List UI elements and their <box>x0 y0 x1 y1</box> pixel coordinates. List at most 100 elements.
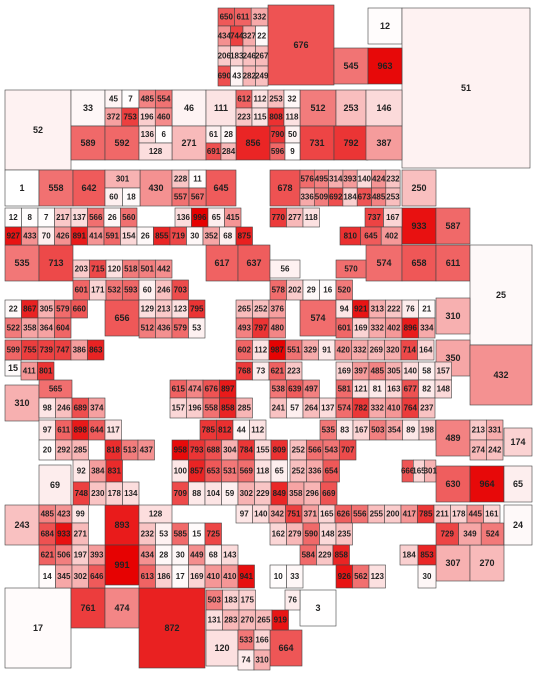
cell <box>368 564 386 589</box>
cell-value: 246 <box>243 52 257 61</box>
cell-value: 9 <box>290 147 295 156</box>
cell-value: 94 <box>340 305 349 314</box>
cell-value: 349 <box>463 530 477 539</box>
cell-value: 556 <box>353 510 367 519</box>
cell-value: 58 <box>422 367 431 376</box>
cell-value: 535 <box>14 258 29 268</box>
cell-value: 246 <box>57 404 71 413</box>
cell <box>435 207 471 245</box>
cell-value: 725 <box>207 530 221 539</box>
cell-value: 329 <box>304 346 318 355</box>
cell-value: 792 <box>343 138 358 148</box>
cell-value: 411 <box>23 367 36 376</box>
cell <box>4 244 40 282</box>
cell-value: 197 <box>74 551 88 560</box>
cell-value: 16 <box>323 286 332 295</box>
cell <box>424 459 437 483</box>
cell-value: 228 <box>174 175 188 184</box>
cell-value: 73 <box>256 367 265 376</box>
cell-value: 485 <box>372 193 386 202</box>
cell-value: 964 <box>479 479 494 489</box>
cell-value: 120 <box>214 643 229 653</box>
cell-value: 480 <box>271 324 285 333</box>
cell-value: 644 <box>90 426 104 435</box>
cell-value: 372 <box>107 113 121 122</box>
cell-value: 364 <box>40 324 54 333</box>
cell-value: 292 <box>57 446 71 455</box>
cell-value: 15 <box>192 530 201 539</box>
cell-value: 818 <box>107 446 121 455</box>
cell-value: 97 <box>240 510 249 519</box>
cell <box>339 439 357 461</box>
cell-value: 858 <box>221 404 235 413</box>
cell-value: 302 <box>74 572 88 581</box>
cell-value: 115 <box>254 113 267 122</box>
cell <box>299 89 337 127</box>
cell-value: 89 <box>406 426 415 435</box>
cell <box>284 589 301 611</box>
cell-value: 26 <box>108 213 117 222</box>
cell-value: 186 <box>157 572 171 581</box>
cell-value: 592 <box>114 138 129 148</box>
cell-value: 50 <box>288 130 297 139</box>
cell-value: 810 <box>344 232 358 241</box>
cell-value: 714 <box>403 346 417 355</box>
cell-value: 167 <box>386 213 400 222</box>
cell-value: 235 <box>338 530 352 539</box>
cell-value: 646 <box>90 572 104 581</box>
cell <box>380 226 403 246</box>
cell <box>435 544 471 582</box>
cell-value: 599 <box>7 346 21 355</box>
cell <box>480 522 505 546</box>
cell <box>253 649 271 671</box>
cell-value: 82 <box>422 385 431 394</box>
cell-value: 140 <box>358 175 372 184</box>
cell-value: 10 <box>274 572 283 581</box>
cell-value: 76 <box>288 596 297 605</box>
cell-value: 334 <box>420 324 434 333</box>
cell-value: 581 <box>338 385 352 394</box>
cell-value: 196 <box>188 404 202 413</box>
cell-value: 533 <box>239 636 253 645</box>
cell-value: 352 <box>205 232 219 241</box>
cell-value: 590 <box>305 530 319 539</box>
cell <box>4 89 72 171</box>
cell-value: 313 <box>371 305 385 314</box>
cell-value: 154 <box>122 232 136 241</box>
cell-value: 503 <box>371 426 385 435</box>
cell-value: 402 <box>387 324 401 333</box>
cell-value: 615 <box>172 385 186 394</box>
cell <box>188 317 206 339</box>
cell <box>486 439 504 461</box>
cell-value: 927 <box>7 232 21 241</box>
cell-value: 445 <box>469 510 483 519</box>
cell-value: 46 <box>184 103 194 113</box>
cell-value: 157 <box>437 367 451 376</box>
cell-value: 98 <box>43 404 52 413</box>
cell-value: 797 <box>254 324 268 333</box>
cell-value: 164 <box>419 346 433 355</box>
cell-value: 15 <box>8 363 18 373</box>
cell-value: 100 <box>174 467 188 476</box>
cell-value: 690 <box>218 72 232 81</box>
cell-value: 554 <box>157 95 171 104</box>
cell-value: 65 <box>212 213 221 222</box>
cell-value: 129 <box>141 305 155 314</box>
cell-value: 22 <box>9 305 18 314</box>
cell <box>367 7 403 45</box>
cell-value: 305 <box>40 305 54 314</box>
cell <box>401 169 437 207</box>
cell-value: 269 <box>370 346 384 355</box>
cell-value: 183 <box>224 596 238 605</box>
cell-value: 336 <box>308 467 322 476</box>
cell-value: 17 <box>33 623 43 633</box>
cell-value: 393 <box>90 551 104 560</box>
cell-value: 24 <box>513 520 523 530</box>
cell-value: 996 <box>193 213 207 222</box>
cell-value: 271 <box>181 138 196 148</box>
cell <box>235 226 253 246</box>
cell-value: 497 <box>305 385 319 394</box>
cell-value: 793 <box>190 446 204 455</box>
cell-value: 524 <box>486 530 500 539</box>
cell-value: 495 <box>315 175 329 184</box>
